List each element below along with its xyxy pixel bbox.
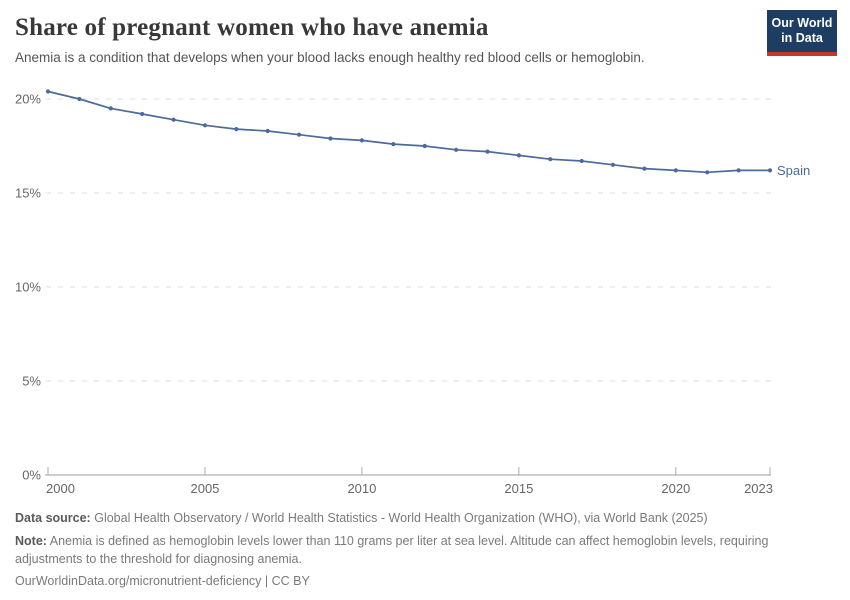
data-point	[610, 162, 616, 167]
data-point	[767, 168, 773, 173]
note-text: Anemia is defined as hemoglobin levels l…	[15, 533, 769, 566]
data-point	[391, 142, 396, 147]
data-point	[642, 166, 647, 171]
owid-logo-line1: Our World	[771, 16, 833, 30]
data-point	[705, 170, 710, 175]
data-point	[108, 106, 113, 111]
y-tick-label: 20%	[15, 92, 41, 107]
owid-logo: Our World in Data	[767, 10, 837, 56]
x-tick-label: 2020	[661, 481, 690, 496]
data-point	[328, 136, 333, 141]
data-point	[77, 96, 82, 102]
line-chart-svg: 0% 5% 10% 15% 20% 2000 2005 2010 2015 2020 2023 Spa…	[15, 89, 810, 496]
data-point	[265, 128, 270, 134]
data-point	[234, 127, 239, 132]
data-point	[516, 153, 522, 158]
y-tick-label: 0%	[22, 468, 41, 483]
series-end-label: Spain	[777, 163, 810, 178]
chart-header: Share of pregnant women who have anemia …	[0, 0, 850, 65]
x-tick-label: 2023	[744, 481, 773, 496]
x-tick-label: 2010	[347, 481, 376, 496]
data-point	[673, 168, 678, 173]
data-source-label: Data source:	[15, 511, 91, 525]
data-line-spain	[47, 90, 771, 174]
line-chart-area: 0% 5% 10% 15% 20% 2000 2005 2010 2015 2020 2023 Spa…	[0, 80, 850, 510]
data-point	[297, 132, 302, 137]
data-point	[485, 149, 490, 154]
data-point	[736, 168, 741, 173]
data-point	[45, 89, 51, 94]
x-tick-label: 2015	[504, 481, 533, 496]
chart-footer: Data source: Global Health Observatory /…	[15, 510, 837, 596]
data-point	[140, 111, 145, 117]
y-tick-label: 10%	[15, 280, 41, 295]
y-tick-label: 15%	[15, 186, 41, 201]
y-tick-label: 5%	[22, 374, 41, 389]
note-line: Note: Anemia is defined as hemoglobin le…	[15, 533, 837, 569]
chart-subtitle: Anemia is a condition that develops when…	[15, 50, 645, 65]
x-tick-label: 2000	[46, 481, 75, 496]
data-point	[359, 138, 364, 143]
x-tick-label: 2005	[190, 481, 219, 496]
data-point	[202, 123, 208, 128]
data-point	[422, 143, 427, 149]
page-title: Share of pregnant women who have anemia	[15, 14, 489, 41]
data-point	[579, 158, 584, 164]
data-point	[454, 147, 459, 152]
owid-logo-line2: in Data	[781, 31, 823, 46]
license-line: OurWorldinData.org/micronutrient-deficie…	[15, 574, 310, 589]
note-label: Note:	[15, 533, 47, 548]
data-point	[171, 117, 176, 122]
data-source-text: Global Health Observatory / World Health…	[94, 511, 708, 525]
data-source-line: Data source: Global Health Observatory /…	[15, 510, 837, 528]
data-point	[548, 157, 553, 162]
